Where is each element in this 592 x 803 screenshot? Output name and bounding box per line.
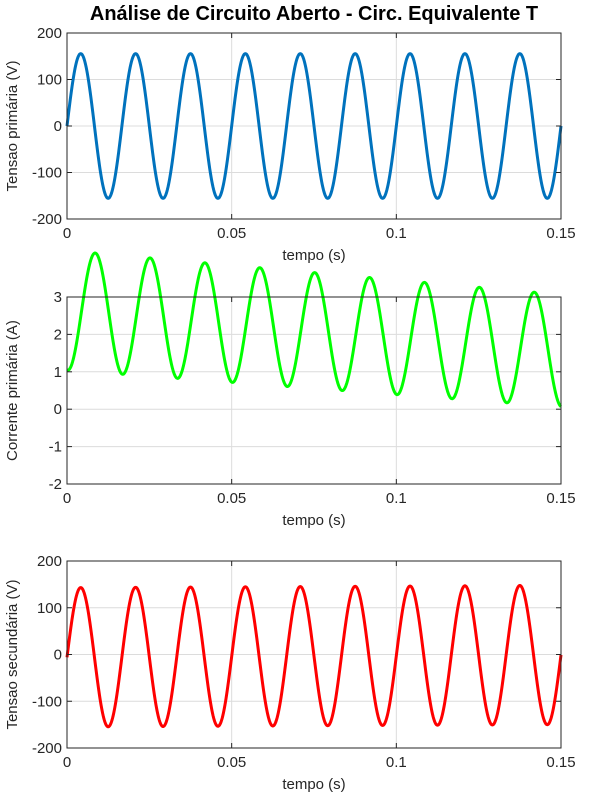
y-axis-label: Tensao secundária (V) [4,579,21,729]
y-tick-label: 3 [54,289,62,306]
y-tick-label: 200 [37,553,62,570]
axes-box [66,296,562,485]
x-tick-label: 0.1 [386,225,407,242]
series-line-1 [65,52,563,200]
series-line-1 [66,251,562,408]
y-tick-label: -2 [49,476,62,493]
x-tick-label: 0.05 [217,754,246,771]
x-tick-label: 0 [63,754,71,771]
x-tick-label: 0.05 [217,225,246,242]
y-tick-label: 0 [54,401,62,418]
y-tick-label: -200 [32,740,62,757]
x-tick-label: 0.15 [546,754,575,771]
y-tick-label: -100 [32,165,62,182]
y-tick-label: 1 [54,364,62,381]
x-tick-label: 0.15 [546,490,575,507]
y-tick-label: 0 [54,647,62,664]
x-axis-label: tempo (s) [282,512,345,529]
y-tick-label: 100 [37,600,62,617]
x-tick-label: 0.05 [217,490,246,507]
y-tick-label: 2 [54,326,62,343]
x-tick-label: 0.1 [386,754,407,771]
y-tick-label: -1 [49,439,62,456]
y-tick-label: 200 [37,25,62,42]
y-tick-label: 0 [54,118,62,135]
subplot-2: 0 0.05 0.1 0.15 -2 -1 0 1 2 3 tempo (s) Corrente pr… [4,251,576,529]
y-tick-label: 100 [37,72,62,89]
y-axis-label: Corrente primária (A) [4,320,21,461]
y-tick-label: -100 [32,693,62,710]
x-axis-label: tempo (s) [282,247,345,264]
x-tick-label: 0 [63,490,71,507]
y-tick-label: -200 [32,211,62,228]
subplot-1: 0 0.05 0.1 0.15 -200 -100 0 100 200 tempo (s) Tens… [4,25,576,264]
x-tick-label: 0.1 [386,490,407,507]
plot-area [67,297,561,484]
x-tick-label: 0 [63,225,71,242]
x-tick-label: 0.15 [546,225,575,242]
series-line-1 [65,584,563,729]
x-axis-label: tempo (s) [282,776,345,793]
subplot-3: 0 0.05 0.1 0.15 -200 -100 0 100 200 tempo (s) Tens… [4,553,576,793]
y-axis-label: Tensao primária (V) [4,61,21,192]
figure-title: Análise de Circuito Aberto - Circ. Equiv… [90,3,538,25]
